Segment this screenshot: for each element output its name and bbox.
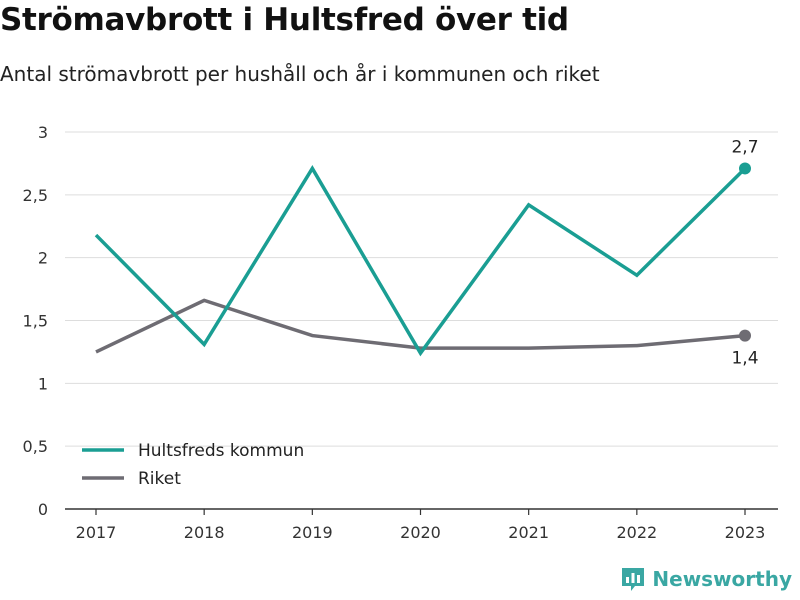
- x-tick-label: 2021: [508, 523, 549, 542]
- y-tick-label: 2,5: [23, 186, 48, 205]
- x-tick-label: 2017: [76, 523, 117, 542]
- series-line-riket: [95, 298, 746, 354]
- brand-logo: Newsworthy: [620, 566, 792, 592]
- series-endpoint-hultsfreds-kommun: [739, 162, 751, 175]
- series-endpoint-riket: [739, 329, 751, 342]
- y-tick-label: 1: [38, 374, 48, 393]
- x-tick-label: 2018: [184, 523, 225, 542]
- legend-label: Hultsfreds kommun: [138, 441, 304, 461]
- x-tick-label: 2022: [616, 523, 657, 542]
- y-tick-label: 0,5: [23, 437, 48, 456]
- x-tick-label: 2023: [725, 523, 766, 542]
- x-tick-label: 2019: [292, 523, 333, 542]
- brand-name: Newsworthy: [652, 567, 792, 591]
- newsworthy-logo-icon: [622, 568, 645, 591]
- chart-title: Strömavbrott i Hultsfred över tid: [0, 2, 569, 38]
- x-tick-label: 2020: [400, 523, 441, 542]
- y-tick-label: 0: [38, 500, 48, 519]
- y-tick-label: 2: [38, 249, 48, 268]
- y-tick-label: 3: [38, 123, 48, 142]
- chart-subtitle: Antal strömavbrott per hushåll och år i …: [0, 62, 600, 86]
- legend-label: Riket: [138, 469, 181, 489]
- data-label-hultsfreds-kommun: 2,7: [731, 137, 758, 157]
- series-line-hultsfreds-kommun: [94, 165, 747, 357]
- data-label-riket: 1,4: [731, 349, 758, 369]
- y-tick-label: 1,5: [23, 312, 48, 331]
